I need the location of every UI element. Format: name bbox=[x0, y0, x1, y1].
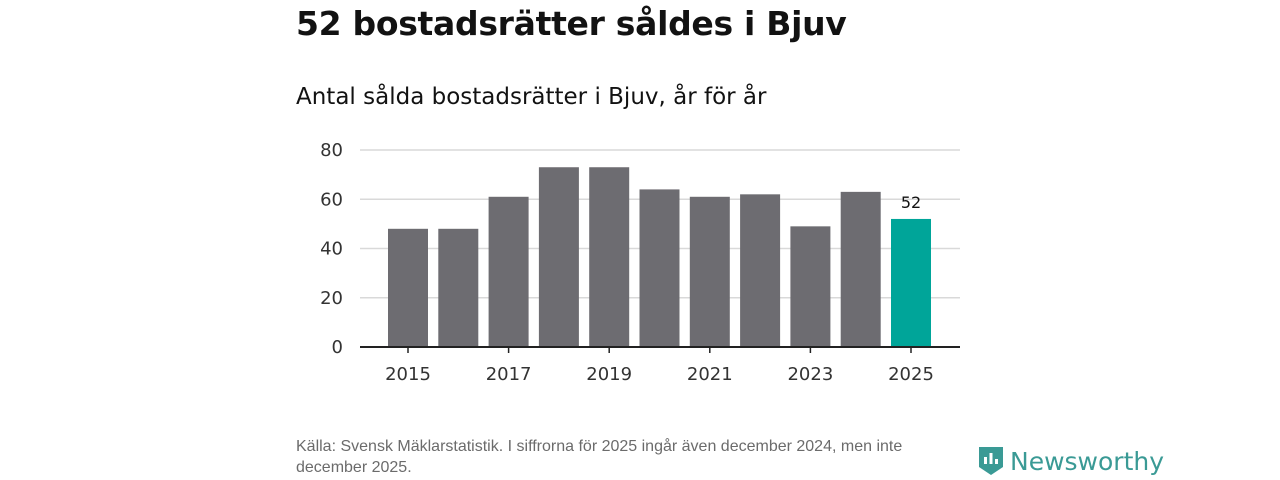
bar-2016 bbox=[438, 228, 479, 347]
x-tick-label: 2023 bbox=[787, 364, 833, 385]
chart-subtitle: Antal sålda bostadsrätter i Bjuv, år för… bbox=[296, 84, 767, 110]
newsworthy-logo[interactable]: Newsworthy bbox=[978, 446, 1164, 476]
y-tick-label: 40 bbox=[320, 239, 343, 260]
x-tick-label: 2019 bbox=[586, 364, 632, 385]
source-note: Källa: Svensk Mäklarstatistik. I siffror… bbox=[296, 438, 903, 476]
y-tick-label: 60 bbox=[320, 189, 343, 210]
bar-2018 bbox=[538, 167, 579, 347]
x-tick-label: 2015 bbox=[385, 364, 431, 385]
x-tick-label: 2017 bbox=[486, 364, 532, 385]
y-tick-label: 80 bbox=[320, 140, 343, 161]
bar-2020 bbox=[639, 189, 680, 347]
x-tick-label: 2025 bbox=[888, 364, 934, 385]
bar-2023 bbox=[790, 226, 831, 347]
bar-2024 bbox=[840, 191, 881, 347]
y-tick-label: 0 bbox=[332, 337, 343, 358]
bar-2021 bbox=[689, 196, 730, 347]
data-label: 52 bbox=[901, 193, 921, 212]
newsworthy-logo-text: Newsworthy bbox=[1010, 446, 1165, 476]
bar-2019 bbox=[589, 167, 630, 347]
x-tick-label: 2021 bbox=[687, 364, 733, 385]
bar-2017 bbox=[488, 196, 529, 347]
chart-title: 52 bostadsrätter såldes i Bjuv bbox=[296, 4, 847, 43]
bar-2025 bbox=[891, 218, 931, 347]
y-tick-label: 20 bbox=[320, 288, 343, 309]
bar-2022 bbox=[740, 194, 781, 347]
newsworthy-logo-icon bbox=[979, 447, 1003, 475]
bar-2015 bbox=[388, 228, 428, 347]
